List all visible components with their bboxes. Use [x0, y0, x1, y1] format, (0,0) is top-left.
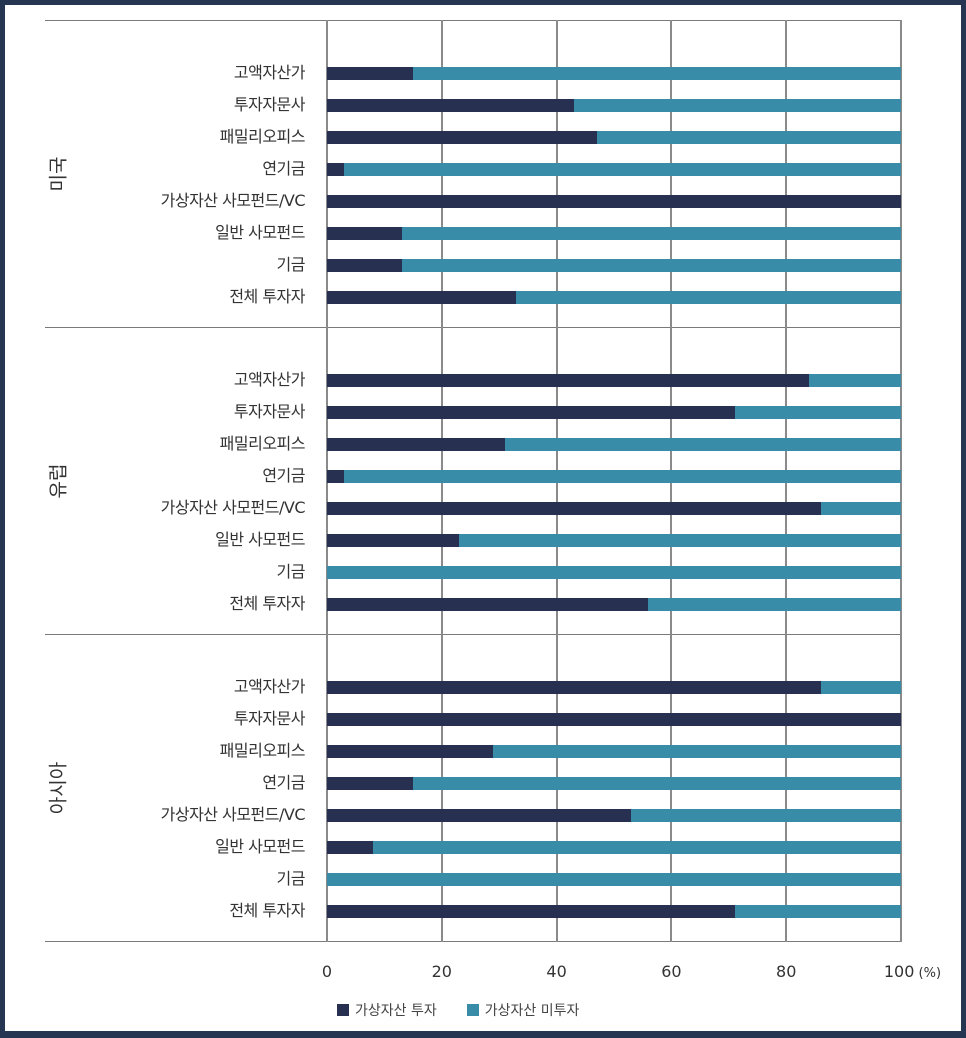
bar-no-invest: [504, 438, 901, 451]
bar-no-invest: [734, 406, 901, 419]
category-label: 패밀리오피스: [219, 127, 306, 146]
bar-invest: [327, 745, 494, 758]
bar-no-invest: [820, 502, 901, 515]
bar-no-invest: [631, 809, 901, 822]
group-separator: [45, 941, 901, 942]
bar-no-invest: [327, 566, 901, 579]
gridline: [900, 20, 902, 942]
bar-no-invest: [401, 227, 901, 240]
bar-invest: [327, 598, 649, 611]
group-separator: [45, 634, 901, 635]
category-label: 연기금: [262, 159, 305, 178]
x-tick-label: 40: [546, 962, 567, 981]
category-label: 전체 투자자: [229, 901, 305, 920]
category-label: 패밀리오피스: [219, 741, 306, 760]
bar-no-invest: [820, 681, 901, 694]
bar-invest: [327, 470, 345, 483]
bar-invest: [327, 291, 517, 304]
bar-invest: [327, 713, 901, 726]
category-label: 고액자산가: [233, 63, 306, 82]
bar-no-invest: [372, 841, 901, 854]
bar-invest: [327, 438, 505, 451]
x-tick-label: 100 (%): [883, 962, 942, 981]
bar-invest: [327, 809, 632, 822]
bar-invest: [327, 681, 821, 694]
category-label: 전체 투자자: [229, 594, 305, 613]
category-label: 연기금: [262, 773, 305, 792]
category-label: 기금: [276, 562, 306, 581]
x-tick-label: 80: [776, 962, 797, 981]
bar-invest: [327, 67, 414, 80]
bar-no-invest: [809, 374, 901, 387]
bar-no-invest: [344, 163, 901, 176]
category-label: 투자자문사: [233, 402, 306, 421]
legend-label: 가상자산 미투자: [484, 1003, 580, 1019]
bar-invest: [327, 534, 460, 547]
bar-no-invest: [493, 745, 901, 758]
legend-label: 가상자산 투자: [355, 1003, 437, 1019]
bar-no-invest: [327, 873, 901, 886]
category-label: 일반 사모펀드: [215, 837, 305, 856]
bar-invest: [327, 905, 735, 918]
chart-frame: [5, 5, 961, 1031]
bar-no-invest: [516, 291, 901, 304]
category-label: 투자자문사: [233, 709, 306, 728]
bar-no-invest: [413, 67, 901, 80]
category-label: 투자자문사: [233, 95, 306, 114]
bar-no-invest: [459, 534, 901, 547]
bar-no-invest: [573, 99, 901, 112]
group-separator: [45, 20, 901, 21]
unit-label: (%): [914, 966, 942, 981]
x-tick-label: 60: [661, 962, 682, 981]
bar-invest: [327, 502, 821, 515]
bar-invest: [327, 99, 574, 112]
legend-swatch: [466, 1004, 479, 1016]
category-label: 일반 사모펀드: [215, 223, 305, 242]
category-label: 가상자산 사모펀드/VC: [160, 498, 306, 517]
group-separator: [45, 327, 901, 328]
bar-invest: [327, 374, 810, 387]
category-label: 고액자산가: [233, 677, 306, 696]
bar-no-invest: [648, 598, 901, 611]
bar-no-invest: [401, 259, 901, 272]
bar-invest: [327, 195, 901, 208]
group-label: 아시아: [47, 761, 70, 814]
bar-no-invest: [413, 777, 901, 790]
group-label: 유럽: [47, 463, 70, 498]
group-label: 미국: [47, 156, 70, 191]
category-label: 일반 사모펀드: [215, 530, 305, 549]
bar-no-invest: [734, 905, 901, 918]
category-label: 가상자산 사모펀드/VC: [160, 191, 306, 210]
x-tick-label: 0: [321, 962, 333, 981]
category-label: 연기금: [262, 466, 305, 485]
legend: 가상자산 투자 가상자산 미투자: [337, 1000, 579, 1020]
bar-invest: [327, 841, 373, 854]
category-label: 가상자산 사모펀드/VC: [160, 805, 306, 824]
bar-invest: [327, 163, 345, 176]
category-label: 패밀리오피스: [219, 434, 306, 453]
bar-invest: [327, 406, 735, 419]
bar-invest: [327, 777, 414, 790]
category-label: 기금: [276, 869, 306, 888]
legend-swatch: [337, 1004, 349, 1016]
bar-no-invest: [596, 131, 901, 144]
bar-invest: [327, 259, 402, 272]
x-tick-label: 20: [431, 962, 452, 981]
bar-no-invest: [344, 470, 901, 483]
category-label: 고액자산가: [233, 370, 306, 389]
category-label: 전체 투자자: [229, 287, 305, 306]
category-label: 기금: [276, 255, 306, 274]
bar-invest: [327, 227, 402, 240]
bar-invest: [327, 131, 597, 144]
